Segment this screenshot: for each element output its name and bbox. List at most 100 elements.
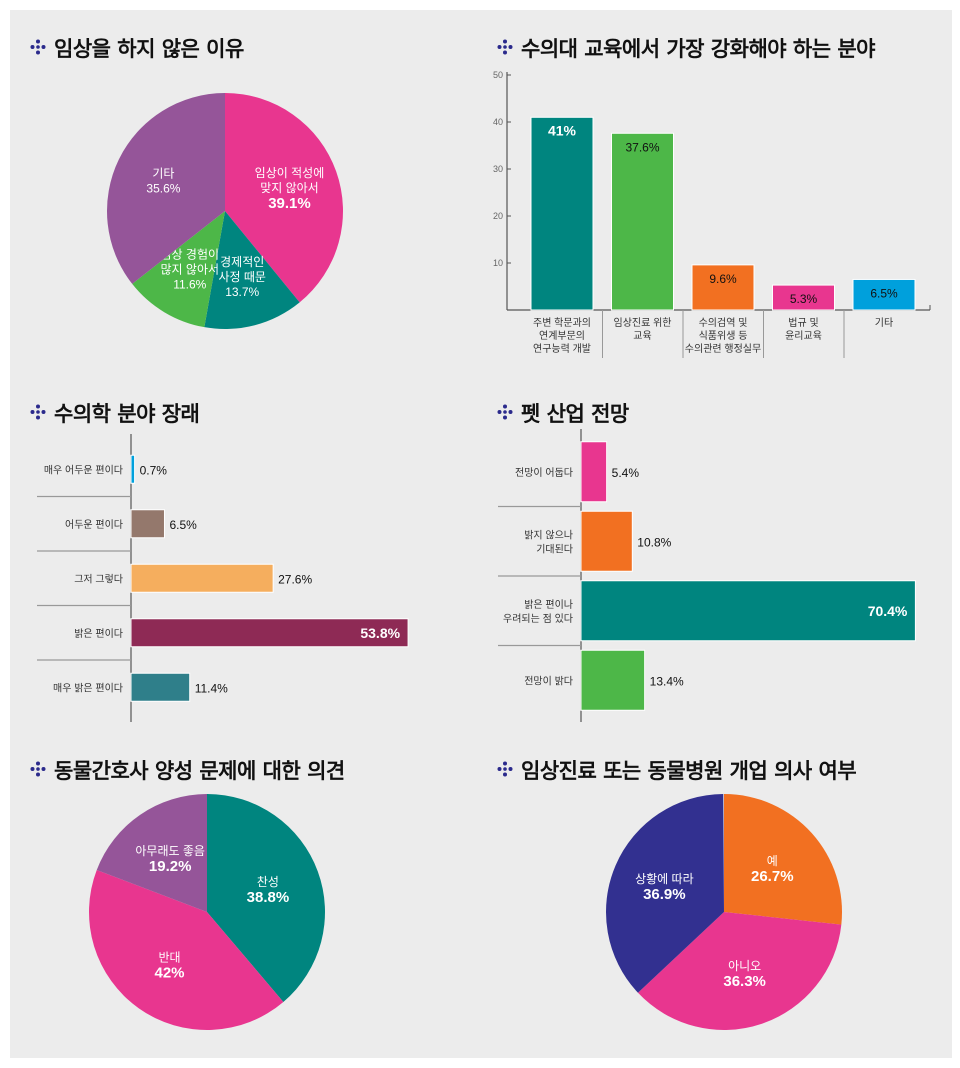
- category-label: 밝은 편이다: [74, 628, 123, 640]
- slice-value-label: 11.6%: [173, 278, 206, 292]
- diamond-bullet-icon: [30, 758, 46, 782]
- chart-title-4: 펫 산업 전망: [497, 398, 629, 428]
- bar: [130, 672, 191, 702]
- title-text: 임상을 하지 않은 이유: [54, 37, 244, 61]
- category-label: 어두운 편이다: [65, 519, 123, 531]
- diamond-bullet-icon: [497, 36, 513, 60]
- bar-value-label: 13.4%: [650, 674, 684, 688]
- title-text: 수의대 교육에서 가장 강화해야 하는 분야: [521, 37, 876, 61]
- bar: [580, 441, 608, 503]
- slice-category-label: 기타: [152, 167, 174, 181]
- x-category-label: 주변 학문과의: [533, 317, 591, 329]
- diamond-bullet-icon: [30, 401, 46, 425]
- x-category-label: 법규 및: [788, 317, 818, 329]
- pie-slice: [106, 93, 225, 284]
- pie-slice: [637, 912, 842, 1030]
- category-label: 그저 그렇다: [74, 572, 123, 585]
- pie-slice: [606, 794, 724, 993]
- bar: [580, 649, 646, 711]
- slice-value-label: 36.3%: [723, 973, 766, 990]
- x-category-label: 식품위생 등: [699, 329, 748, 342]
- bar-value-label: 10.8%: [637, 535, 671, 549]
- pie-slice: [225, 93, 343, 303]
- bar: [580, 510, 633, 572]
- x-category-label: 연구능력 개발: [533, 343, 591, 355]
- category-label: 전망이 어둡다: [515, 467, 573, 479]
- x-category-label: 교육: [633, 330, 651, 342]
- bar-value-label: 0.7%: [140, 463, 168, 477]
- slice-category-label: 예: [767, 854, 778, 868]
- category-label: 밝은 편이나: [524, 599, 573, 611]
- bar: [580, 580, 916, 642]
- x-category-label: 수의검역 및: [699, 317, 748, 329]
- pie-slice: [96, 794, 207, 912]
- x-category-label: 연계부문의: [539, 330, 585, 342]
- slice-value-label: 36.9%: [643, 886, 686, 903]
- slice-category-label: 임상 경험이: [161, 248, 220, 262]
- slice-value-label: 19.2%: [149, 858, 192, 875]
- bar-value-label: 70.4%: [868, 603, 908, 619]
- bar-value-label: 5.3%: [790, 292, 818, 306]
- y-tick-label: 50: [493, 70, 503, 80]
- diamond-bullet-icon: [497, 758, 513, 782]
- chart-title-1: 임상을 하지 않은 이유: [30, 33, 244, 63]
- bar: [130, 618, 409, 648]
- bar-value-label: 6.5%: [169, 518, 197, 532]
- bar: [130, 563, 274, 593]
- diamond-bullet-icon: [497, 401, 513, 425]
- category-label: 전망이 밝다: [524, 675, 573, 687]
- pie-slice: [89, 869, 284, 1030]
- y-tick-label: 30: [493, 164, 503, 174]
- slice-category-label: 많지 않아서: [161, 263, 220, 277]
- slice-value-label: 26.7%: [751, 868, 794, 885]
- category-label: 밝지 않으나: [524, 529, 573, 541]
- slice-category-label: 맞지 않아서: [260, 181, 319, 195]
- bar-value-label: 6.5%: [870, 286, 898, 300]
- x-category-label: 수의관련 행정실무: [685, 343, 761, 355]
- diamond-bullet-icon: [30, 36, 46, 60]
- bar: [611, 132, 674, 311]
- y-tick-label: 10: [493, 258, 503, 268]
- y-tick-label: 20: [493, 211, 503, 221]
- slice-value-label: 13.7%: [225, 285, 259, 299]
- x-category-label: 기타: [875, 317, 893, 329]
- bar: [530, 116, 594, 311]
- pie-slice: [724, 794, 842, 925]
- slice-category-label: 반대: [158, 950, 180, 964]
- x-category-label: 임상진료 위한: [614, 316, 672, 329]
- title-text: 수의학 분야 장래: [54, 402, 200, 426]
- slice-value-label: 42%: [154, 964, 184, 981]
- bar: [772, 284, 835, 311]
- pie-slice: [132, 211, 225, 328]
- category-label: 우려되는 점 있다: [503, 613, 573, 625]
- slice-value-label: 38.8%: [247, 889, 290, 906]
- category-label: 기대된다: [536, 543, 573, 555]
- slice-category-label: 상황에 따라: [635, 872, 694, 886]
- chart-title-5: 동물간호사 양성 문제에 대한 의견: [30, 755, 345, 785]
- bar: [691, 264, 755, 311]
- slice-value-label: 39.1%: [268, 195, 311, 212]
- category-label: 매우 밝은 편이다: [53, 682, 123, 694]
- x-category-label: 윤리교육: [785, 330, 822, 342]
- bar-value-label: 27.6%: [278, 572, 312, 586]
- title-text: 임상진료 또는 동물병원 개업 의사 여부: [521, 759, 857, 783]
- bar: [852, 278, 916, 311]
- chart-title-6: 임상진료 또는 동물병원 개업 의사 여부: [497, 755, 857, 785]
- slice-category-label: 임상이 적성에: [255, 166, 325, 180]
- bar-value-label: 11.4%: [195, 681, 228, 695]
- title-text: 펫 산업 전망: [521, 402, 629, 426]
- chart-title-3: 수의학 분야 장래: [30, 398, 200, 428]
- bar-value-label: 5.4%: [612, 466, 640, 480]
- title-text: 동물간호사 양성 문제에 대한 의견: [54, 759, 345, 783]
- slice-category-label: 아니오: [728, 959, 761, 973]
- bar-value-label: 37.6%: [625, 140, 659, 154]
- slice-category-label: 경제적인: [220, 255, 264, 269]
- pie-slice: [204, 211, 300, 329]
- bar: [130, 454, 136, 484]
- bar-value-label: 53.8%: [360, 625, 400, 641]
- bar: [130, 509, 165, 539]
- chart-title-2: 수의대 교육에서 가장 강화해야 하는 분야: [497, 33, 876, 63]
- slice-category-label: 찬성: [257, 874, 279, 889]
